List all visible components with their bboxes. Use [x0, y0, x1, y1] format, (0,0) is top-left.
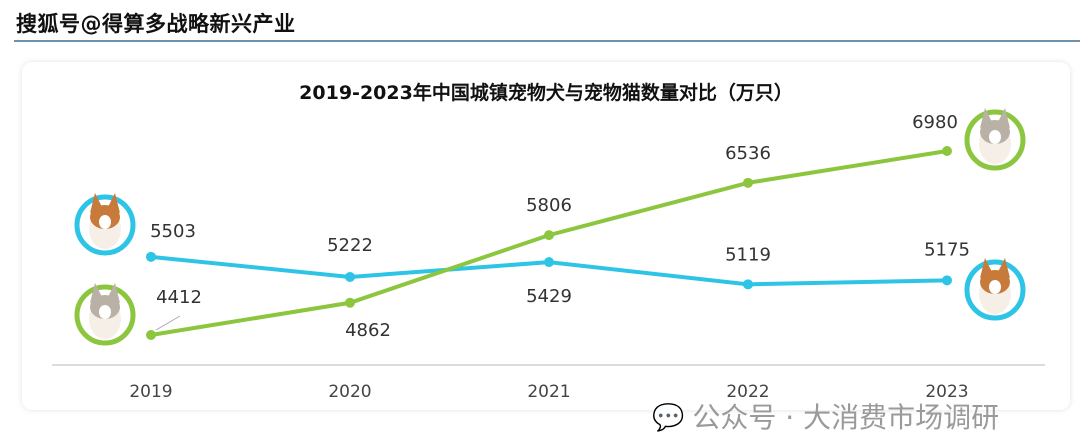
data-point [942, 146, 952, 156]
cat-ear-icon [108, 283, 120, 303]
watermark-text: 公众号 · 大消费市场调研 [692, 401, 1000, 434]
data-point [345, 297, 355, 308]
data-point [942, 275, 952, 286]
dog-ear-icon [108, 193, 120, 213]
x-tick-label: 2022 [726, 382, 769, 402]
x-tick-label: 2021 [527, 382, 570, 402]
data-label: 5222 [327, 235, 373, 256]
dog-muzzle-icon [989, 280, 1001, 294]
cat-ear-icon [998, 108, 1010, 128]
cat-ear-icon [980, 108, 992, 128]
header-divider [14, 40, 1080, 42]
data-point [544, 257, 554, 268]
wechat-icon: 💬 [652, 403, 685, 433]
data-point [544, 230, 554, 241]
x-tick-label: 2023 [925, 382, 968, 402]
data-label: 5806 [526, 195, 572, 216]
data-label: 4412 [156, 287, 202, 308]
leader-line [155, 315, 181, 331]
data-point [345, 271, 355, 282]
data-label: 5119 [725, 244, 771, 265]
data-label: 4862 [345, 320, 391, 341]
x-tick-label: 2020 [328, 382, 371, 402]
chart-title: 2019-2023年中国城镇宠物犬与宠物猫数量对比（万只） [299, 81, 793, 104]
cat-ear-icon [90, 283, 102, 303]
series-line-1 [150, 149, 948, 337]
data-point [146, 330, 156, 340]
source-header: 搜狐号@得算多战略新兴产业 [16, 12, 296, 36]
x-tick-label: 2019 [129, 382, 172, 402]
data-label: 5429 [526, 286, 572, 307]
cat-muzzle-icon [99, 305, 111, 319]
dog-ear-icon [998, 258, 1010, 278]
dog-ear-icon [90, 193, 102, 213]
data-point [743, 177, 753, 188]
data-point [743, 279, 753, 290]
data-point [146, 251, 156, 262]
watermark: 💬 公众号 · 大消费市场调研 [652, 402, 999, 434]
data-label: 6536 [725, 143, 771, 164]
data-label: 5175 [924, 239, 970, 260]
dog-ear-icon [980, 258, 992, 278]
data-label: 6980 [912, 112, 958, 133]
cat-muzzle-icon [989, 130, 1001, 144]
dog-muzzle-icon [99, 215, 111, 229]
data-label: 5503 [150, 221, 196, 242]
